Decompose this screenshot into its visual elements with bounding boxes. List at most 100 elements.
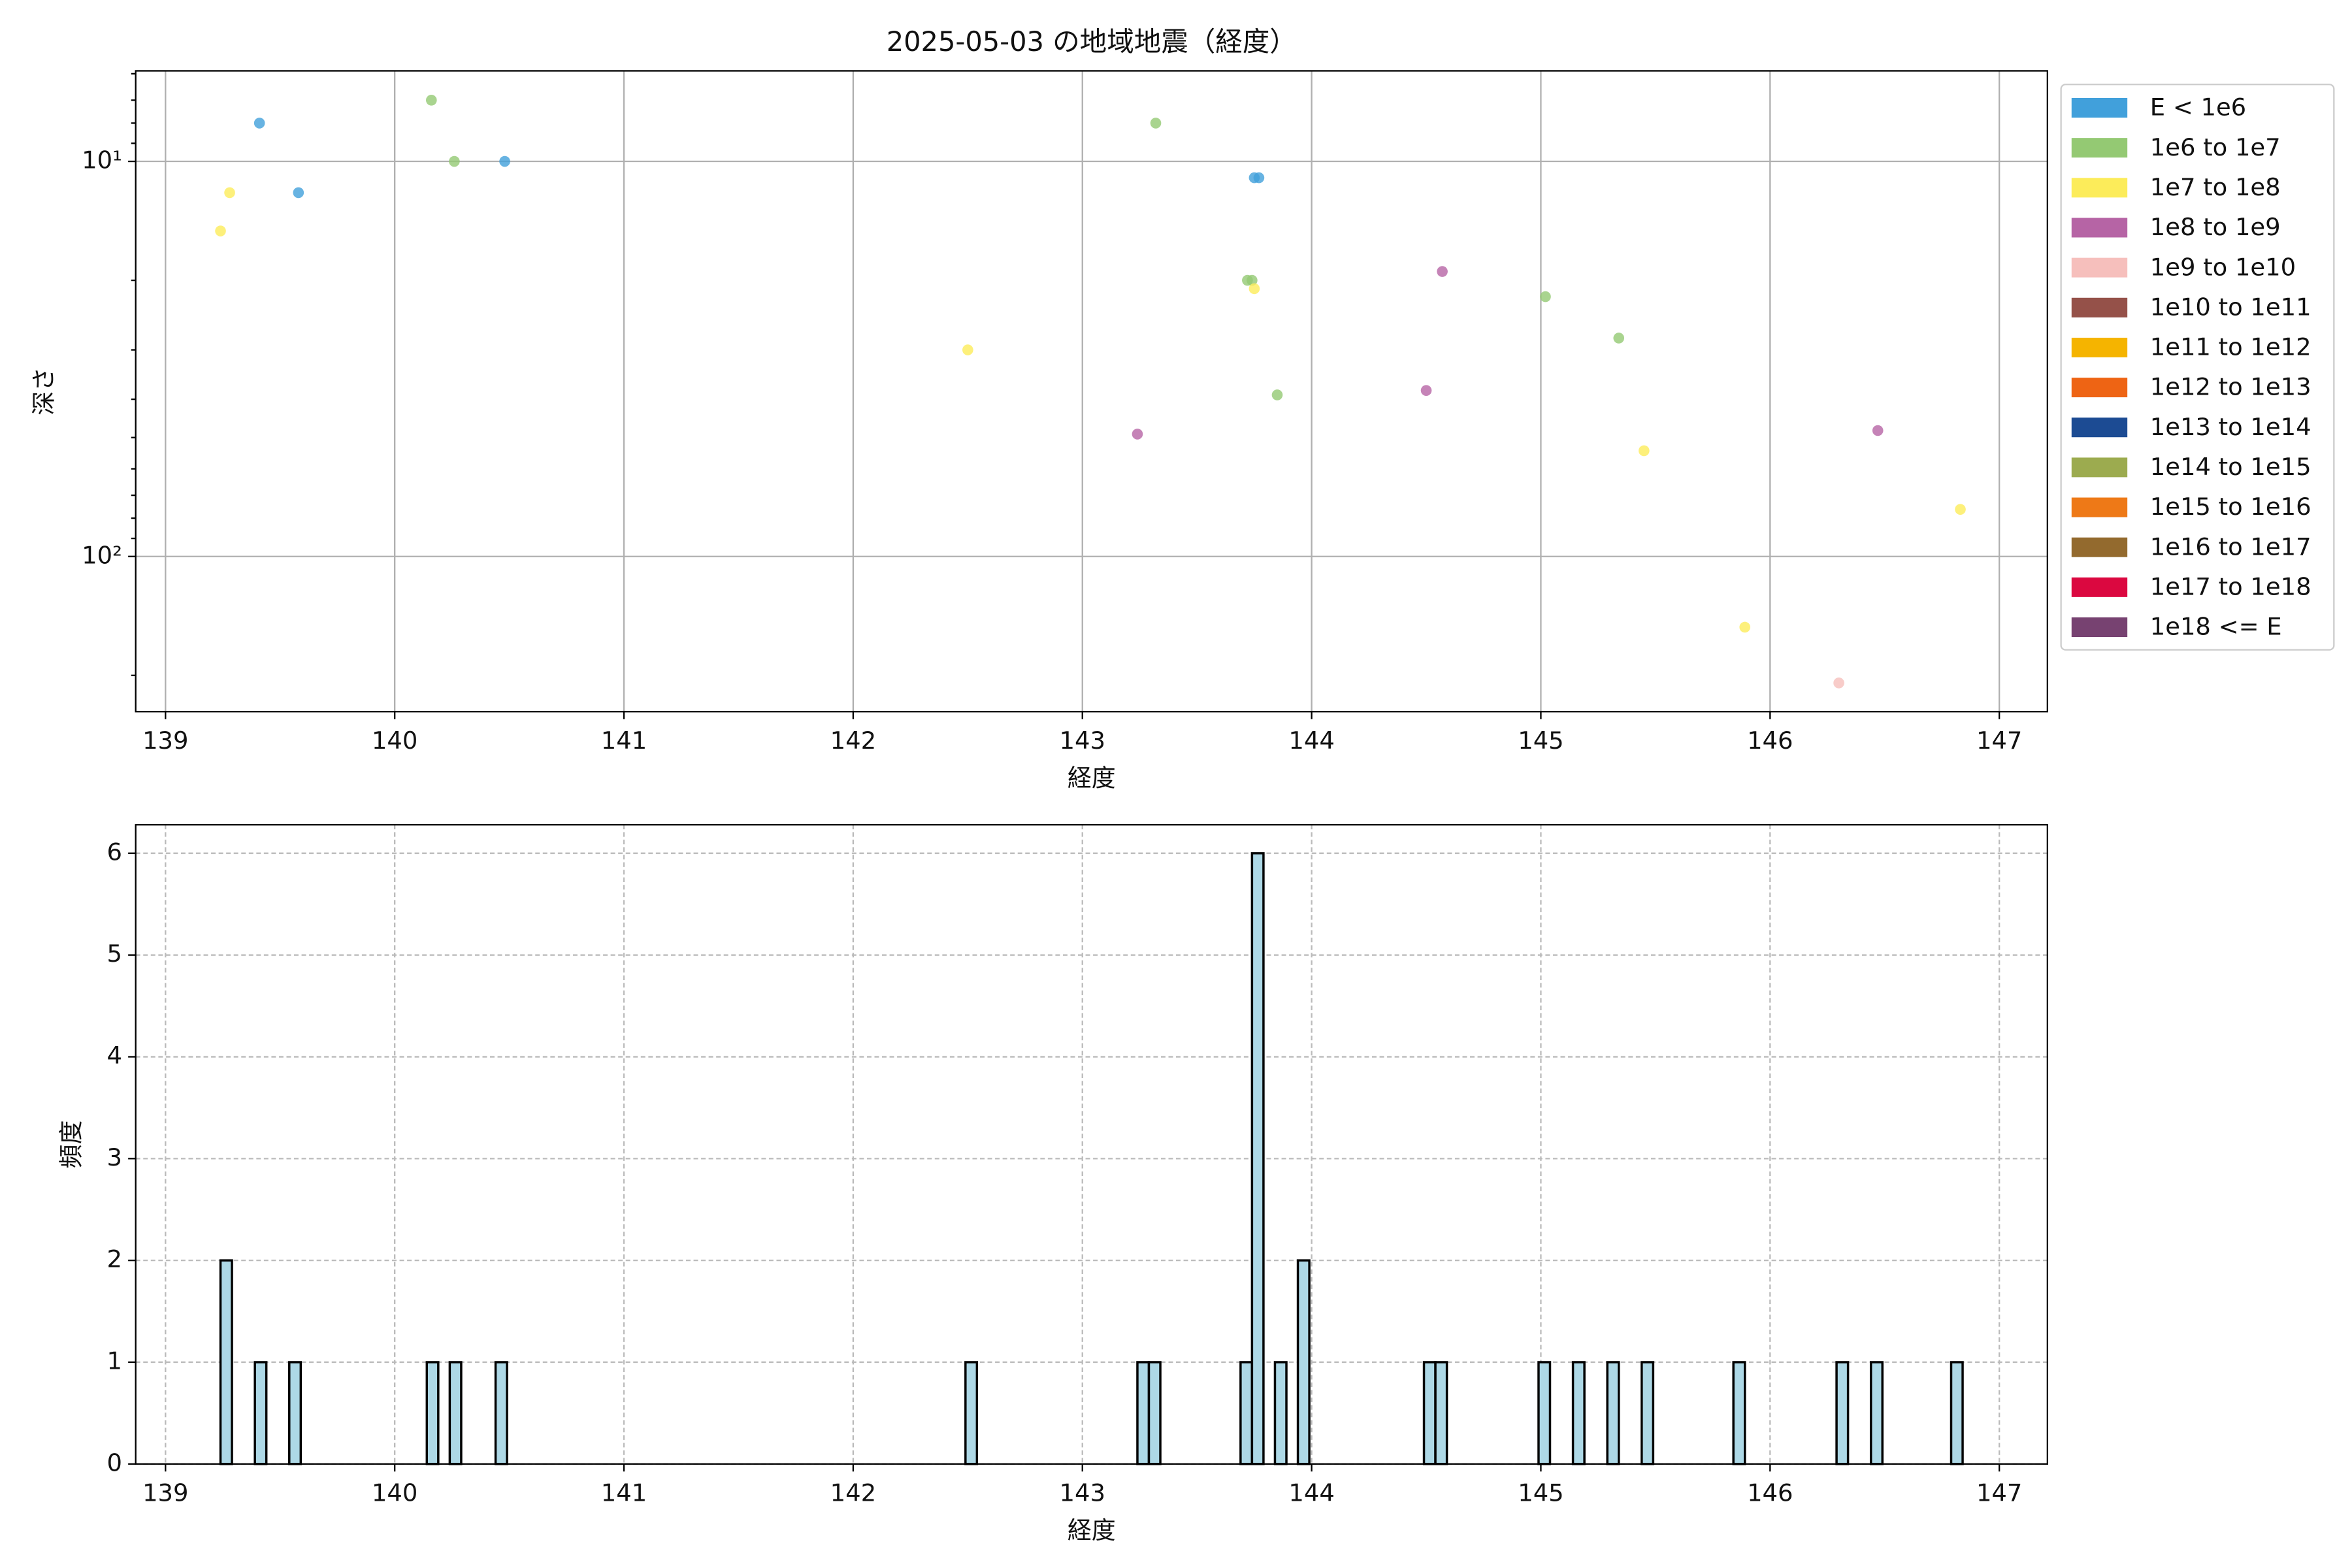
x-tick-label: 146 [1747, 1478, 1793, 1507]
point [1833, 678, 1844, 689]
bar [1273, 1361, 1288, 1465]
x-tick-label: 146 [1747, 727, 1793, 755]
x-tick-label: 142 [830, 727, 876, 755]
point [1437, 266, 1448, 277]
legend-label: 1e7 to 1e8 [2150, 173, 2281, 201]
bar [1434, 1361, 1448, 1465]
bar [494, 1361, 508, 1465]
x-tick-label: 145 [1518, 727, 1563, 755]
legend-swatch [2071, 577, 2128, 597]
bar [1835, 1361, 1850, 1465]
bar [1537, 1361, 1552, 1465]
y-tick-label: 10² [82, 541, 122, 569]
y-tick-label: 0 [106, 1448, 122, 1477]
x-axis-label: 経度 [1068, 764, 1116, 792]
point [1253, 172, 1265, 184]
legend-label: 1e9 to 1e10 [2150, 253, 2296, 281]
y-axis-label: 頻度 [57, 1120, 85, 1169]
bar [253, 1361, 268, 1465]
bar [1250, 852, 1265, 1465]
plot-frame [135, 70, 2048, 713]
x-tick-label: 142 [830, 1478, 876, 1507]
legend-label: 1e8 to 1e9 [2150, 213, 2281, 241]
point [1150, 118, 1162, 129]
x-tick-label: 140 [372, 727, 417, 755]
point [293, 187, 304, 199]
x-tick-label: 143 [1060, 1478, 1105, 1507]
point [425, 95, 437, 106]
legend-label: 1e12 to 1e13 [2150, 373, 2311, 401]
bar [288, 1361, 302, 1465]
y-tick-label: 4 [106, 1041, 122, 1070]
legend-swatch [2071, 378, 2128, 398]
legend-swatch [2071, 537, 2128, 557]
legend-label: 1e16 to 1e17 [2150, 532, 2311, 561]
x-tick-label: 143 [1060, 727, 1105, 755]
chart-title: 2025-05-03 の地域地震（経度） [887, 25, 1297, 57]
y-tick-label: 1 [106, 1347, 122, 1375]
legend-swatch [2071, 178, 2128, 198]
y-tick-label: 5 [106, 939, 122, 968]
y-tick-label: 10¹ [82, 146, 122, 174]
legend-label: 1e6 to 1e7 [2150, 133, 2281, 161]
point [1739, 621, 1751, 633]
bar [448, 1361, 463, 1465]
x-tick-label: 144 [1288, 1478, 1334, 1507]
legend-swatch [2071, 218, 2128, 238]
legend-swatch [2071, 457, 2128, 478]
bar [1869, 1361, 1884, 1465]
point [1872, 425, 1884, 436]
y-axis-label: 深さ [30, 367, 58, 416]
point [1639, 445, 1650, 457]
bar [1606, 1361, 1620, 1465]
x-tick-label: 141 [601, 727, 647, 755]
point [253, 118, 265, 129]
x-tick-label: 139 [142, 727, 188, 755]
x-tick-label: 141 [601, 1478, 647, 1507]
bar [1571, 1361, 1586, 1465]
bar [964, 1361, 979, 1465]
legend-label: 1e18 <= E [2150, 613, 2282, 641]
y-tick-label: 3 [106, 1143, 122, 1171]
point [962, 344, 973, 355]
legend-label: 1e10 to 1e11 [2150, 293, 2311, 321]
point [1132, 429, 1143, 440]
point [1420, 385, 1432, 396]
y-tick-label: 2 [106, 1245, 122, 1273]
bar [1239, 1361, 1254, 1465]
legend-label: 1e15 to 1e16 [2150, 493, 2311, 521]
x-tick-label: 144 [1288, 727, 1334, 755]
legend-swatch [2071, 98, 2128, 118]
bar [1950, 1361, 1964, 1465]
point [215, 225, 226, 237]
legend-swatch [2071, 138, 2128, 158]
point [224, 187, 235, 199]
x-tick-label: 139 [142, 1478, 188, 1507]
x-tick-label: 145 [1518, 1478, 1563, 1507]
x-tick-label: 147 [1976, 727, 2022, 755]
legend-swatch [2071, 257, 2128, 278]
legend-swatch [2071, 617, 2128, 637]
point [1613, 333, 1625, 344]
plot-frame [135, 824, 2048, 1465]
x-axis-label: 経度 [1068, 1516, 1116, 1544]
point [1955, 504, 1966, 515]
legend-swatch [2071, 417, 2128, 438]
legend-label: 1e17 to 1e18 [2150, 573, 2311, 601]
legend-swatch [2071, 297, 2128, 318]
bar [425, 1361, 440, 1465]
y-tick-label: 6 [106, 838, 122, 866]
bar [1422, 1361, 1437, 1465]
point [499, 155, 510, 167]
bar [1136, 1361, 1151, 1465]
x-tick-label: 147 [1976, 1478, 2022, 1507]
point [1540, 291, 1551, 302]
legend-label: 1e14 to 1e15 [2150, 453, 2311, 481]
legend-box [2060, 84, 2335, 651]
legend-label: 1e13 to 1e14 [2150, 413, 2311, 441]
bar [1296, 1259, 1311, 1465]
x-tick-label: 140 [372, 1478, 417, 1507]
